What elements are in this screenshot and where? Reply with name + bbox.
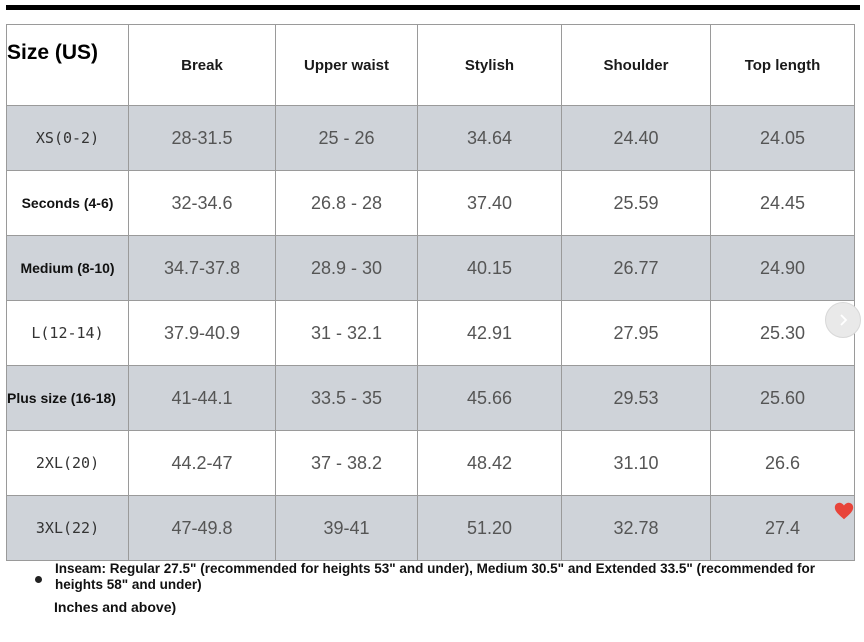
size-cell: Seconds (4-6) bbox=[6, 170, 129, 236]
header-stylish: Stylish bbox=[417, 24, 562, 106]
header-top-length: Top length bbox=[710, 24, 855, 106]
size-cell: 3XL(22) bbox=[6, 495, 129, 561]
upper-waist-cell: 33.5 - 35 bbox=[275, 365, 418, 431]
shoulder-cell: 27.95 bbox=[561, 300, 711, 366]
break-cell: 44.2-47 bbox=[128, 430, 276, 496]
size-cell: XS(0-2) bbox=[6, 105, 129, 171]
shoulder-cell: 32.78 bbox=[561, 495, 711, 561]
size-cell: Plus size (16-18) bbox=[6, 365, 129, 431]
size-chart-table: Size (US) Break Upper waist Stylish Shou… bbox=[6, 24, 855, 561]
table-row: Seconds (4-6) 32-34.6 26.8 - 28 37.40 25… bbox=[6, 170, 855, 236]
upper-waist-cell: 39-41 bbox=[275, 495, 418, 561]
header-break: Break bbox=[128, 24, 276, 106]
header-size: Size (US) bbox=[6, 24, 129, 106]
upper-waist-cell: 31 - 32.1 bbox=[275, 300, 418, 366]
shoulder-cell: 25.59 bbox=[561, 170, 711, 236]
upper-waist-cell: 28.9 - 30 bbox=[275, 235, 418, 301]
inseam-note: Inseam: Regular 27.5" (recommended for h… bbox=[55, 561, 816, 592]
inches-note: Inches and above) bbox=[54, 599, 177, 615]
header-shoulder: Shoulder bbox=[561, 24, 711, 106]
shoulder-cell: 26.77 bbox=[561, 235, 711, 301]
break-cell: 37.9-40.9 bbox=[128, 300, 276, 366]
shoulder-cell: 29.53 bbox=[561, 365, 711, 431]
table-row: Medium (8-10) 34.7-37.8 28.9 - 30 40.15 … bbox=[6, 235, 855, 301]
break-cell: 28-31.5 bbox=[128, 105, 276, 171]
top-length-cell: 25.60 bbox=[710, 365, 855, 431]
top-length-cell: 24.05 bbox=[710, 105, 855, 171]
header-upper-waist: Upper waist bbox=[275, 24, 418, 106]
stylish-cell: 42.91 bbox=[417, 300, 562, 366]
next-image-button[interactable] bbox=[825, 302, 861, 338]
shoulder-cell: 24.40 bbox=[561, 105, 711, 171]
stylish-cell: 34.64 bbox=[417, 105, 562, 171]
table-row: 3XL(22) 47-49.8 39-41 51.20 32.78 27.4 bbox=[6, 495, 855, 561]
break-cell: 47-49.8 bbox=[128, 495, 276, 561]
break-cell: 34.7-37.8 bbox=[128, 235, 276, 301]
table-row: L(12-14) 37.9-40.9 31 - 32.1 42.91 27.95… bbox=[6, 300, 855, 366]
bullet-dot bbox=[35, 576, 42, 583]
upper-waist-cell: 37 - 38.2 bbox=[275, 430, 418, 496]
chevron-right-icon bbox=[840, 314, 848, 326]
top-length-cell: 26.6 bbox=[710, 430, 855, 496]
upper-waist-cell: 26.8 - 28 bbox=[275, 170, 418, 236]
stylish-cell: 45.66 bbox=[417, 365, 562, 431]
stylish-cell: 51.20 bbox=[417, 495, 562, 561]
shoulder-cell: 31.10 bbox=[561, 430, 711, 496]
table-row: Plus size (16-18) 41-44.1 33.5 - 35 45.6… bbox=[6, 365, 855, 431]
stylish-cell: 37.40 bbox=[417, 170, 562, 236]
stylish-cell: 40.15 bbox=[417, 235, 562, 301]
top-length-cell: 24.45 bbox=[710, 170, 855, 236]
top-length-cell: 27.4 bbox=[710, 495, 855, 561]
break-cell: 32-34.6 bbox=[128, 170, 276, 236]
stylish-cell: 48.42 bbox=[417, 430, 562, 496]
header-row: Size (US) Break Upper waist Stylish Shou… bbox=[6, 24, 855, 106]
size-cell: Medium (8-10) bbox=[6, 235, 129, 301]
heart-icon[interactable] bbox=[833, 500, 855, 522]
upper-waist-cell: 25 - 26 bbox=[275, 105, 418, 171]
table-row: XS(0-2) 28-31.5 25 - 26 34.64 24.40 24.0… bbox=[6, 105, 855, 171]
size-cell: L(12-14) bbox=[6, 300, 129, 366]
top-length-cell: 24.90 bbox=[710, 235, 855, 301]
table-row: 2XL(20) 44.2-47 37 - 38.2 48.42 31.10 26… bbox=[6, 430, 855, 496]
top-border-bar bbox=[6, 5, 860, 10]
break-cell: 41-44.1 bbox=[128, 365, 276, 431]
size-cell: 2XL(20) bbox=[6, 430, 129, 496]
